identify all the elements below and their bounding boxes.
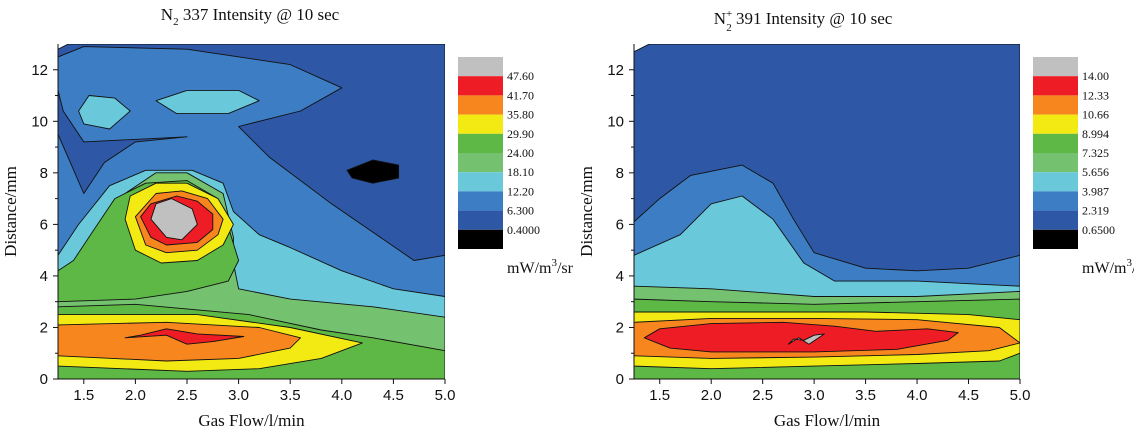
chart-title: N+ 2 391 Intensity @ 10 sec	[714, 8, 893, 34]
x-tick-label: 2.0	[701, 387, 722, 404]
y-tick-label: 6	[616, 216, 624, 233]
legend-swatch	[1033, 57, 1078, 77]
x-tick-label: 5.0	[435, 387, 456, 404]
contour-region-14	[78, 95, 131, 130]
legend-swatch	[458, 114, 503, 134]
legend-level-label: 12.33	[1082, 88, 1109, 102]
x-tick-label: 2.0	[125, 387, 146, 404]
y-axis-title: Distance/mm	[577, 166, 596, 257]
legend-swatch	[458, 191, 503, 211]
plot-area	[58, 44, 445, 379]
legend-swatch	[1033, 210, 1078, 230]
legend: 47.60 41.70 35.80 29.90 24.00 18.10 12.20 6.300…	[458, 57, 540, 249]
y-tick-label: 4	[616, 268, 624, 285]
legend-level-label: 12.20	[507, 184, 534, 198]
contour-region-15	[155, 89, 260, 115]
contour-region-16	[346, 159, 400, 184]
legend-swatch	[1033, 153, 1078, 173]
legend-level-label: 10.66	[1082, 108, 1109, 122]
chart-2: 1.5 2.0 2.5 3.0 3.5 4.0 4.5 5.0 0 2 4 6 8 10 12 Gas Flo…	[577, 8, 1134, 430]
legend-level-label: 35.80	[507, 108, 534, 122]
x-tick-label: 5.0	[1010, 387, 1031, 404]
legend-level-label: 0.6500	[1082, 223, 1115, 237]
legend-level-label: 8.994	[1082, 127, 1109, 141]
x-tick-label: 1.5	[73, 387, 94, 404]
legend-level-label: 14.00	[1082, 69, 1109, 83]
legend-swatch	[1033, 95, 1078, 115]
legend-level-label: 47.60	[507, 69, 534, 83]
x-tick-label: 4.5	[383, 387, 404, 404]
legend-swatch	[1033, 76, 1078, 96]
x-tick-label: 3.5	[855, 387, 876, 404]
legend-level-label: 2.319	[1082, 204, 1109, 218]
y-tick-label: 0	[616, 371, 624, 388]
legend-level-label: 0.4000	[507, 223, 540, 237]
x-tick-label: 3.0	[228, 387, 249, 404]
y-tick-label: 4	[40, 268, 48, 285]
legend-level-label: 3.987	[1082, 184, 1109, 198]
contour-region-13	[150, 198, 198, 241]
legend-swatch	[1033, 114, 1078, 134]
legend-swatch	[1033, 229, 1078, 249]
legend-level-label: 41.70	[507, 88, 534, 102]
legend: 14.00 12.33 10.66 8.994 7.325 5.656 3.987 2.319…	[1033, 57, 1115, 249]
y-tick-label: 2	[616, 319, 624, 336]
y-tick-label: 8	[40, 165, 48, 182]
legend-swatch	[458, 172, 503, 192]
legend-swatch	[458, 95, 503, 115]
y-tick-label: 12	[607, 62, 624, 79]
x-tick-label: 4.0	[907, 387, 928, 404]
x-tick-label: 2.5	[752, 387, 773, 404]
x-tick-label: 4.5	[958, 387, 979, 404]
legend-swatch	[458, 210, 503, 230]
legend-level-label: 7.325	[1082, 146, 1109, 160]
contour-region-9	[58, 321, 301, 362]
legend-unit: mW/m3/sr	[1082, 257, 1134, 277]
x-tick-label: 2.5	[177, 387, 198, 404]
chart-title: N2 337 Intensity @ 10 sec	[161, 5, 340, 28]
y-tick-label: 0	[40, 371, 48, 388]
legend-level-label: 18.10	[507, 165, 534, 179]
plot-area	[634, 44, 1020, 379]
legend-swatch	[458, 153, 503, 173]
legend-swatch	[1033, 133, 1078, 153]
y-tick-label: 10	[31, 113, 48, 130]
contour-region-11	[124, 328, 245, 345]
legend-level-label: 29.90	[507, 127, 534, 141]
legend-swatch	[1033, 172, 1078, 192]
y-axis-title: Distance/mm	[1, 166, 20, 257]
legend-unit: mW/m3/sr	[507, 257, 574, 277]
x-axis-title: Gas Flow/l/min	[774, 411, 881, 430]
y-tick-label: 2	[40, 319, 48, 336]
y-tick-label: 6	[40, 216, 48, 233]
legend-swatch	[458, 76, 503, 96]
legend-swatch	[458, 57, 503, 77]
x-axis-title: Gas Flow/l/min	[198, 411, 305, 430]
contour-region-8	[643, 321, 959, 353]
legend-level-label: 24.00	[507, 146, 534, 160]
x-tick-label: 3.0	[804, 387, 825, 404]
y-tick-label: 12	[31, 62, 48, 79]
contour-region-9	[787, 333, 825, 345]
legend-swatch	[1033, 191, 1078, 211]
y-tick-label: 8	[616, 165, 624, 182]
chart-1: 1.5 2.0 2.5 3.0 3.5 4.0 4.5 5.0 0 2 4 6 8 10 12 Gas Flo…	[1, 5, 574, 430]
legend-level-label: 6.300	[507, 204, 534, 218]
x-tick-label: 4.0	[331, 387, 352, 404]
legend-swatch	[458, 133, 503, 153]
x-tick-label: 1.5	[649, 387, 670, 404]
y-tick-label: 10	[607, 113, 624, 130]
legend-swatch	[458, 229, 503, 249]
x-tick-label: 3.5	[280, 387, 301, 404]
legend-level-label: 5.656	[1082, 165, 1109, 179]
